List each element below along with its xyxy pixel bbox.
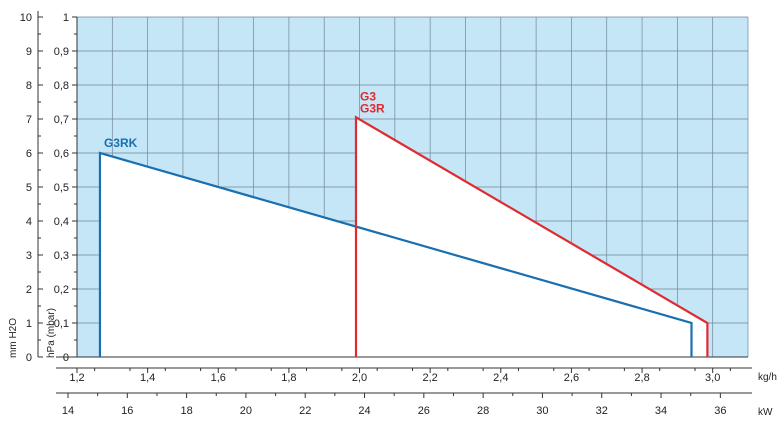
x2-tick-label: 18	[180, 405, 192, 417]
x-tick-label: 1,4	[140, 372, 155, 384]
y2-tick-label: 4	[26, 216, 32, 228]
x2-tick-label: 34	[655, 405, 667, 417]
x-tick-label: 1,2	[69, 372, 84, 384]
y2-axis-title: mm H2O	[8, 318, 19, 358]
y2-tick-label: 8	[26, 80, 32, 92]
y2-tick-label: 3	[26, 250, 32, 262]
y2-tick-label: 1	[26, 318, 32, 330]
x2-tick-label: 36	[714, 405, 726, 417]
x2-axis-unit: kW	[758, 407, 773, 418]
y-tick-label: 0,7	[54, 114, 69, 126]
y2-tick-label: 7	[26, 114, 32, 126]
x-tick-label: 2,2	[423, 372, 438, 384]
y-tick-label: 0,8	[54, 80, 69, 92]
y2-tick-label: 2	[26, 284, 32, 296]
y2-tick-label: 6	[26, 148, 32, 160]
y-tick-label: 0,6	[54, 148, 69, 160]
x-tick-label: 1,6	[211, 372, 226, 384]
x2-tick-label: 24	[358, 405, 370, 417]
y-tick-label: 0	[63, 352, 69, 364]
x-tick-label: 2,8	[634, 372, 649, 384]
y-tick-label: 0,5	[54, 182, 69, 194]
x-tick-label: 3,0	[705, 372, 720, 384]
y-tick-label: 0,4	[54, 216, 69, 228]
x2-tick-label: 30	[536, 405, 548, 417]
y-tick-label: 0,2	[54, 284, 69, 296]
operating-areas	[99, 117, 708, 357]
series-area-fill	[355, 117, 708, 357]
y2-tick-label: 0	[26, 352, 32, 364]
x2-tick-label: 28	[477, 405, 489, 417]
y-tick-label: 0,9	[54, 46, 69, 58]
series	[98, 115, 709, 357]
tick-labels: 00,10,20,30,40,50,60,70,80,9101234567891…	[20, 12, 727, 417]
x-tick-label: 2,0	[352, 372, 367, 384]
x2-tick-label: 26	[418, 405, 430, 417]
x-axis-unit: kg/h	[758, 372, 777, 383]
x2-tick-label: 16	[121, 405, 133, 417]
y-tick-label: 0,1	[54, 318, 69, 330]
x2-tick-label: 22	[299, 405, 311, 417]
label-g3: G3	[360, 89, 376, 103]
x2-tick-label: 32	[596, 405, 608, 417]
y2-tick-label: 5	[26, 182, 32, 194]
y-tick-label: 0,3	[54, 250, 69, 262]
series-line-g3rk	[98, 151, 693, 357]
y-axis-title: hPa (mbar)	[46, 308, 57, 358]
x-tick-label: 2,6	[564, 372, 579, 384]
y2-tick-label: 10	[20, 12, 32, 24]
x-tick-label: 1,8	[281, 372, 296, 384]
x-tick-label: 2,4	[493, 372, 508, 384]
x2-tick-label: 14	[62, 405, 74, 417]
y2-tick-label: 9	[26, 46, 32, 58]
axes	[37, 11, 752, 398]
y-tick-label: 1	[63, 12, 69, 24]
label-g3rk: G3RK	[104, 136, 138, 150]
x2-tick-label: 20	[240, 405, 252, 417]
series-line-g3-g3r	[354, 115, 709, 357]
label-g3r: G3R	[360, 101, 385, 115]
